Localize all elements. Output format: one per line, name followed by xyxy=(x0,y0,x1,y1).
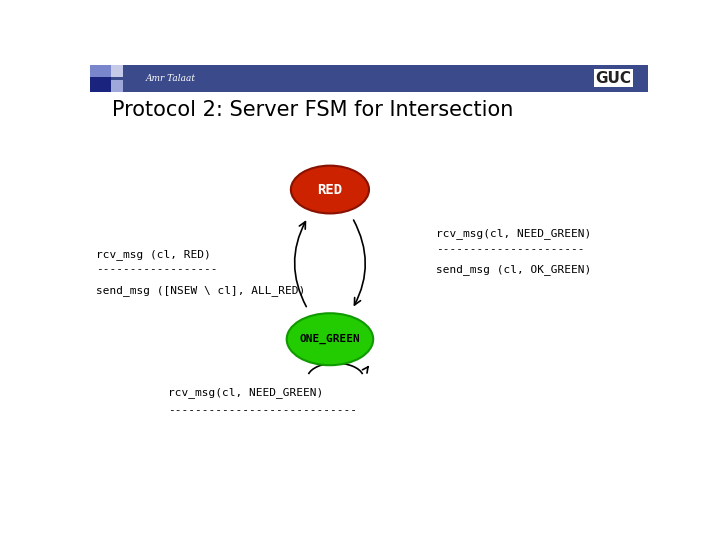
Text: rcv_msg(cl, NEED_GREEN): rcv_msg(cl, NEED_GREEN) xyxy=(436,228,591,239)
Ellipse shape xyxy=(287,313,373,365)
Text: send_msg ([NSEW \ cl], ALL_RED): send_msg ([NSEW \ cl], ALL_RED) xyxy=(96,285,305,296)
FancyArrowPatch shape xyxy=(362,367,368,373)
Ellipse shape xyxy=(291,166,369,213)
Text: RED: RED xyxy=(318,183,343,197)
FancyBboxPatch shape xyxy=(90,65,111,77)
FancyArrowPatch shape xyxy=(294,222,306,307)
FancyBboxPatch shape xyxy=(111,80,124,92)
FancyArrowPatch shape xyxy=(354,220,365,305)
FancyBboxPatch shape xyxy=(90,65,648,92)
Text: ------------------: ------------------ xyxy=(96,265,217,274)
Text: send_msg (cl, OK_GREEN): send_msg (cl, OK_GREEN) xyxy=(436,265,591,275)
FancyBboxPatch shape xyxy=(111,65,124,77)
Text: ONE_GREEN: ONE_GREEN xyxy=(300,334,360,345)
Text: Protocol 2: Server FSM for Intersection: Protocol 2: Server FSM for Intersection xyxy=(112,100,513,120)
Text: ----------------------: ---------------------- xyxy=(436,244,585,254)
FancyBboxPatch shape xyxy=(90,77,111,92)
Text: rcv_msg(cl, NEED_GREEN): rcv_msg(cl, NEED_GREEN) xyxy=(168,388,323,399)
Text: GUC: GUC xyxy=(595,71,631,86)
Text: Amr Talaat: Amr Talaat xyxy=(145,74,196,83)
Text: ----------------------------: ---------------------------- xyxy=(168,404,357,415)
Text: rcv_msg (cl, RED): rcv_msg (cl, RED) xyxy=(96,249,210,260)
